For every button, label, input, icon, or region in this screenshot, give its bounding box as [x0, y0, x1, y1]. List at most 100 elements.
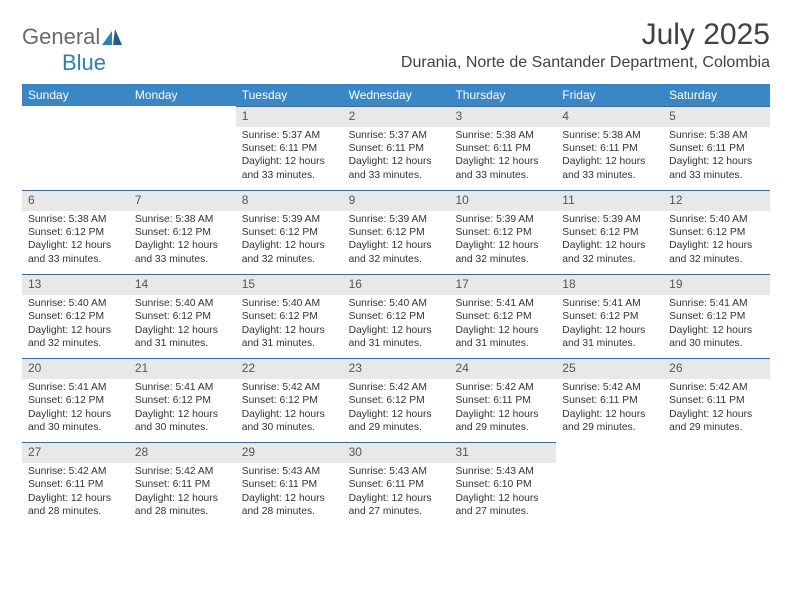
- day-body: Sunrise: 5:38 AMSunset: 6:11 PMDaylight:…: [449, 127, 556, 191]
- location-subtitle: Durania, Norte de Santander Department, …: [401, 54, 770, 72]
- brand-word-2: Blue: [62, 50, 106, 75]
- day-number: 4: [556, 106, 663, 127]
- day-body: Sunrise: 5:41 AMSunset: 6:12 PMDaylight:…: [663, 295, 770, 359]
- day-body: Sunrise: 5:43 AMSunset: 6:10 PMDaylight:…: [449, 463, 556, 527]
- day-cell: 23Sunrise: 5:42 AMSunset: 6:12 PMDayligh…: [343, 358, 450, 442]
- day-body: Sunrise: 5:38 AMSunset: 6:11 PMDaylight:…: [556, 127, 663, 191]
- day-body: Sunrise: 5:39 AMSunset: 6:12 PMDaylight:…: [343, 211, 450, 275]
- day-cell: 2Sunrise: 5:37 AMSunset: 6:11 PMDaylight…: [343, 106, 450, 190]
- day-body: Sunrise: 5:43 AMSunset: 6:11 PMDaylight:…: [236, 463, 343, 527]
- day-body: Sunrise: 5:40 AMSunset: 6:12 PMDaylight:…: [129, 295, 236, 359]
- day-number: 23: [343, 358, 450, 379]
- day-body: Sunrise: 5:37 AMSunset: 6:11 PMDaylight:…: [343, 127, 450, 191]
- day-body: Sunrise: 5:38 AMSunset: 6:11 PMDaylight:…: [663, 127, 770, 191]
- day-number: 22: [236, 358, 343, 379]
- day-number: 18: [556, 274, 663, 295]
- day-number: 28: [129, 442, 236, 463]
- day-body: Sunrise: 5:40 AMSunset: 6:12 PMDaylight:…: [236, 295, 343, 359]
- month-title: July 2025: [401, 18, 770, 52]
- day-cell: 5Sunrise: 5:38 AMSunset: 6:11 PMDaylight…: [663, 106, 770, 190]
- day-number: 27: [22, 442, 129, 463]
- day-cell: 21Sunrise: 5:41 AMSunset: 6:12 PMDayligh…: [129, 358, 236, 442]
- brand-word-1: General: [22, 24, 100, 50]
- day-body: Sunrise: 5:42 AMSunset: 6:11 PMDaylight:…: [22, 463, 129, 527]
- dow-cell: Monday: [129, 84, 236, 106]
- day-cell: 19Sunrise: 5:41 AMSunset: 6:12 PMDayligh…: [663, 274, 770, 358]
- day-number: 13: [22, 274, 129, 295]
- day-cell: 1Sunrise: 5:37 AMSunset: 6:11 PMDaylight…: [236, 106, 343, 190]
- day-body: Sunrise: 5:43 AMSunset: 6:11 PMDaylight:…: [343, 463, 450, 527]
- day-cell: 7Sunrise: 5:38 AMSunset: 6:12 PMDaylight…: [129, 190, 236, 274]
- day-number: 3: [449, 106, 556, 127]
- day-cell: 9Sunrise: 5:39 AMSunset: 6:12 PMDaylight…: [343, 190, 450, 274]
- day-body: Sunrise: 5:38 AMSunset: 6:12 PMDaylight:…: [129, 211, 236, 275]
- empty-day-cell: [663, 442, 770, 526]
- day-number: 24: [449, 358, 556, 379]
- dow-cell: Wednesday: [343, 84, 450, 106]
- week-row: 13Sunrise: 5:40 AMSunset: 6:12 PMDayligh…: [22, 274, 770, 358]
- day-body: Sunrise: 5:39 AMSunset: 6:12 PMDaylight:…: [556, 211, 663, 275]
- day-body: Sunrise: 5:41 AMSunset: 6:12 PMDaylight:…: [22, 379, 129, 443]
- day-number: 5: [663, 106, 770, 127]
- day-cell: 20Sunrise: 5:41 AMSunset: 6:12 PMDayligh…: [22, 358, 129, 442]
- day-number: 21: [129, 358, 236, 379]
- dow-cell: Friday: [556, 84, 663, 106]
- day-body: Sunrise: 5:42 AMSunset: 6:11 PMDaylight:…: [449, 379, 556, 443]
- day-number: 12: [663, 190, 770, 211]
- day-cell: 14Sunrise: 5:40 AMSunset: 6:12 PMDayligh…: [129, 274, 236, 358]
- day-body: Sunrise: 5:42 AMSunset: 6:12 PMDaylight:…: [236, 379, 343, 443]
- day-body: Sunrise: 5:42 AMSunset: 6:11 PMDaylight:…: [663, 379, 770, 443]
- day-number: 19: [663, 274, 770, 295]
- day-cell: 12Sunrise: 5:40 AMSunset: 6:12 PMDayligh…: [663, 190, 770, 274]
- day-cell: 27Sunrise: 5:42 AMSunset: 6:11 PMDayligh…: [22, 442, 129, 526]
- day-number: 14: [129, 274, 236, 295]
- day-number: 11: [556, 190, 663, 211]
- day-cell: 26Sunrise: 5:42 AMSunset: 6:11 PMDayligh…: [663, 358, 770, 442]
- week-row: 20Sunrise: 5:41 AMSunset: 6:12 PMDayligh…: [22, 358, 770, 442]
- week-row: 6Sunrise: 5:38 AMSunset: 6:12 PMDaylight…: [22, 190, 770, 274]
- dow-cell: Sunday: [22, 84, 129, 106]
- day-cell: 17Sunrise: 5:41 AMSunset: 6:12 PMDayligh…: [449, 274, 556, 358]
- dow-cell: Tuesday: [236, 84, 343, 106]
- empty-day-cell: [129, 106, 236, 190]
- day-number: 15: [236, 274, 343, 295]
- day-body: Sunrise: 5:37 AMSunset: 6:11 PMDaylight:…: [236, 127, 343, 191]
- day-number: 6: [22, 190, 129, 211]
- day-cell: 29Sunrise: 5:43 AMSunset: 6:11 PMDayligh…: [236, 442, 343, 526]
- day-number: 16: [343, 274, 450, 295]
- calendar-grid: SundayMondayTuesdayWednesdayThursdayFrid…: [22, 84, 770, 526]
- day-cell: 10Sunrise: 5:39 AMSunset: 6:12 PMDayligh…: [449, 190, 556, 274]
- day-of-week-header: SundayMondayTuesdayWednesdayThursdayFrid…: [22, 84, 770, 106]
- day-number: 30: [343, 442, 450, 463]
- empty-day-cell: [556, 442, 663, 526]
- day-cell: 28Sunrise: 5:42 AMSunset: 6:11 PMDayligh…: [129, 442, 236, 526]
- day-cell: 13Sunrise: 5:40 AMSunset: 6:12 PMDayligh…: [22, 274, 129, 358]
- day-number: 31: [449, 442, 556, 463]
- day-body: Sunrise: 5:40 AMSunset: 6:12 PMDaylight:…: [663, 211, 770, 275]
- weeks-container: 1Sunrise: 5:37 AMSunset: 6:11 PMDaylight…: [22, 106, 770, 526]
- day-cell: 31Sunrise: 5:43 AMSunset: 6:10 PMDayligh…: [449, 442, 556, 526]
- brand-logo: General: [22, 18, 124, 50]
- brand-sail-icon: [102, 29, 122, 45]
- day-cell: 11Sunrise: 5:39 AMSunset: 6:12 PMDayligh…: [556, 190, 663, 274]
- day-number: 29: [236, 442, 343, 463]
- day-cell: 18Sunrise: 5:41 AMSunset: 6:12 PMDayligh…: [556, 274, 663, 358]
- dow-cell: Saturday: [663, 84, 770, 106]
- title-block: July 2025 Durania, Norte de Santander De…: [401, 18, 770, 72]
- day-number: 2: [343, 106, 450, 127]
- day-number: 10: [449, 190, 556, 211]
- day-body: Sunrise: 5:41 AMSunset: 6:12 PMDaylight:…: [129, 379, 236, 443]
- day-body: Sunrise: 5:40 AMSunset: 6:12 PMDaylight:…: [22, 295, 129, 359]
- week-row: 27Sunrise: 5:42 AMSunset: 6:11 PMDayligh…: [22, 442, 770, 526]
- day-number: 26: [663, 358, 770, 379]
- day-cell: 30Sunrise: 5:43 AMSunset: 6:11 PMDayligh…: [343, 442, 450, 526]
- day-number: 9: [343, 190, 450, 211]
- day-body: Sunrise: 5:39 AMSunset: 6:12 PMDaylight:…: [236, 211, 343, 275]
- day-body: Sunrise: 5:42 AMSunset: 6:12 PMDaylight:…: [343, 379, 450, 443]
- day-cell: 24Sunrise: 5:42 AMSunset: 6:11 PMDayligh…: [449, 358, 556, 442]
- day-cell: 16Sunrise: 5:40 AMSunset: 6:12 PMDayligh…: [343, 274, 450, 358]
- day-body: Sunrise: 5:38 AMSunset: 6:12 PMDaylight:…: [22, 211, 129, 275]
- day-number: 20: [22, 358, 129, 379]
- day-body: Sunrise: 5:41 AMSunset: 6:12 PMDaylight:…: [556, 295, 663, 359]
- day-cell: 3Sunrise: 5:38 AMSunset: 6:11 PMDaylight…: [449, 106, 556, 190]
